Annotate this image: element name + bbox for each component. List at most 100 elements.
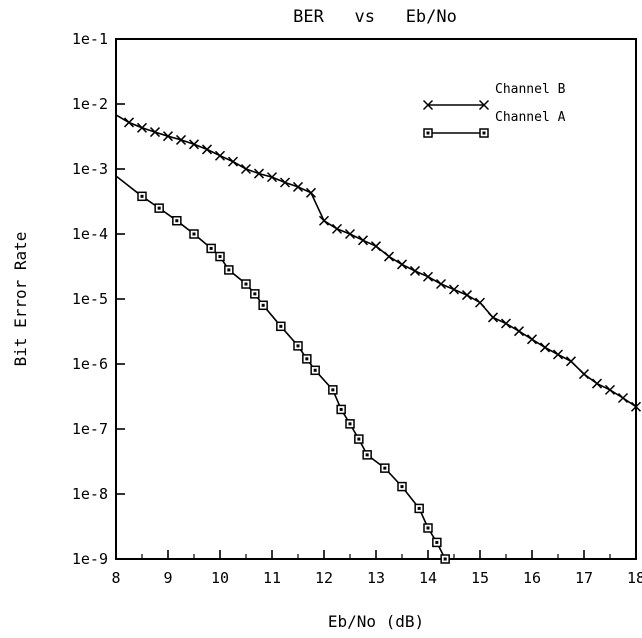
data-point-x-marker bbox=[344, 228, 356, 240]
y-tick-label: 1e-7 bbox=[72, 420, 108, 438]
data-point-x-marker bbox=[149, 127, 161, 138]
data-point-x-marker bbox=[357, 235, 369, 246]
data-point-square-marker bbox=[276, 321, 286, 332]
data-point-square-marker bbox=[250, 289, 260, 299]
x-tick-label: 18 bbox=[627, 569, 642, 587]
data-point-square-marker bbox=[189, 229, 199, 239]
data-point-x-marker bbox=[526, 334, 538, 345]
data-point-square-marker bbox=[206, 243, 216, 254]
data-point-square-marker bbox=[414, 503, 424, 514]
y-tick-label: 1e-3 bbox=[72, 160, 108, 178]
legend-square-marker bbox=[479, 128, 489, 138]
data-point-x-marker bbox=[630, 401, 642, 412]
legend-label: Channel B bbox=[495, 82, 566, 97]
data-point-x-marker bbox=[604, 384, 616, 395]
y-tick-label: 1e-6 bbox=[72, 355, 108, 373]
data-point-x-marker bbox=[461, 290, 473, 301]
data-point-x-marker bbox=[474, 297, 486, 308]
series-line bbox=[115, 114, 637, 408]
data-point-x-marker bbox=[318, 215, 330, 226]
data-point-square-marker bbox=[362, 450, 372, 460]
data-point-square-marker bbox=[293, 341, 303, 351]
data-point-square-marker bbox=[397, 481, 407, 492]
data-point-x-marker bbox=[513, 326, 525, 337]
legend-entry: Channel A bbox=[423, 110, 566, 138]
data-point-x-marker bbox=[279, 177, 291, 188]
data-point-x-marker bbox=[240, 163, 252, 175]
data-point-x-marker bbox=[552, 349, 564, 360]
x-tick-label: 14 bbox=[419, 569, 437, 587]
y-tick-label: 1e-5 bbox=[72, 290, 108, 308]
data-point-x-marker bbox=[396, 259, 408, 270]
x-axis: 8 9 10 11 12 13 14 15 16 17 18 bbox=[111, 550, 642, 587]
data-point-x-marker bbox=[591, 378, 603, 389]
data-point-x-marker bbox=[292, 181, 304, 192]
data-point-x-marker bbox=[136, 122, 148, 133]
data-point-x-marker bbox=[578, 369, 590, 380]
legend-entry: Channel B bbox=[422, 82, 566, 111]
series-line bbox=[115, 175, 446, 560]
legend-x-marker bbox=[478, 99, 490, 111]
data-point-x-marker bbox=[123, 117, 135, 128]
data-point-x-marker bbox=[500, 318, 512, 329]
legend-label: Channel A bbox=[495, 110, 566, 125]
data-point-x-marker bbox=[370, 241, 382, 252]
data-point-x-marker bbox=[214, 150, 226, 161]
data-point-x-marker bbox=[253, 168, 265, 179]
x-tick-label: 9 bbox=[163, 569, 172, 587]
x-tick-label: 15 bbox=[471, 569, 489, 587]
legend-square-marker bbox=[423, 128, 433, 138]
series-channel-b bbox=[115, 114, 642, 412]
data-point-square-marker bbox=[258, 300, 268, 311]
series-layer bbox=[115, 114, 642, 564]
y-tick-label: 1e-1 bbox=[72, 30, 108, 48]
data-point-x-marker bbox=[422, 271, 434, 282]
data-point-square-marker bbox=[215, 251, 225, 262]
data-point-square-marker bbox=[310, 365, 320, 376]
data-point-square-marker bbox=[354, 434, 364, 444]
data-point-square-marker bbox=[328, 385, 338, 395]
chart-title: BER vs Eb/No bbox=[293, 7, 457, 27]
data-point-x-marker bbox=[383, 251, 395, 262]
data-point-x-marker bbox=[435, 278, 447, 290]
data-point-square-marker bbox=[154, 203, 164, 213]
legend: Channel B Channel A bbox=[422, 82, 566, 138]
data-point-x-marker bbox=[266, 172, 278, 183]
data-point-x-marker bbox=[448, 284, 460, 295]
data-point-x-marker bbox=[487, 312, 499, 323]
legend-x-marker bbox=[422, 99, 434, 111]
x-tick-label: 13 bbox=[367, 569, 385, 587]
x-tick-label: 17 bbox=[575, 569, 593, 587]
data-point-square-marker bbox=[380, 463, 390, 473]
y-tick-label: 1e-2 bbox=[72, 95, 108, 113]
data-point-x-marker bbox=[188, 139, 200, 150]
x-tick-label: 12 bbox=[315, 569, 333, 587]
x-axis-label: Eb/No (dB) bbox=[328, 612, 424, 631]
series-channel-a bbox=[115, 175, 450, 564]
y-tick-label: 1e-4 bbox=[72, 225, 108, 243]
data-point-x-marker bbox=[331, 223, 343, 234]
data-point-x-marker bbox=[409, 265, 421, 276]
data-point-square-marker bbox=[137, 191, 147, 202]
x-tick-label: 8 bbox=[111, 569, 120, 587]
data-point-square-marker bbox=[302, 354, 312, 364]
data-point-square-marker bbox=[432, 537, 442, 548]
data-point-x-marker bbox=[201, 144, 213, 155]
y-tick-label: 1e-8 bbox=[72, 485, 108, 503]
data-point-x-marker bbox=[162, 131, 174, 142]
x-tick-label: 16 bbox=[523, 569, 541, 587]
data-point-x-marker bbox=[175, 134, 187, 145]
data-point-square-marker bbox=[336, 404, 346, 415]
data-point-square-marker bbox=[440, 554, 450, 564]
x-tick-label: 10 bbox=[211, 569, 229, 587]
data-point-x-marker bbox=[227, 156, 239, 167]
data-point-square-marker bbox=[423, 523, 433, 533]
data-point-square-marker bbox=[241, 279, 251, 289]
data-point-square-marker bbox=[224, 265, 234, 275]
data-point-x-marker bbox=[305, 187, 317, 198]
y-axis-label: Bit Error Rate bbox=[11, 232, 30, 367]
x-tick-label: 11 bbox=[263, 569, 281, 587]
data-point-square-marker bbox=[345, 419, 355, 429]
data-point-x-marker bbox=[617, 392, 629, 404]
data-point-x-marker bbox=[565, 356, 577, 367]
